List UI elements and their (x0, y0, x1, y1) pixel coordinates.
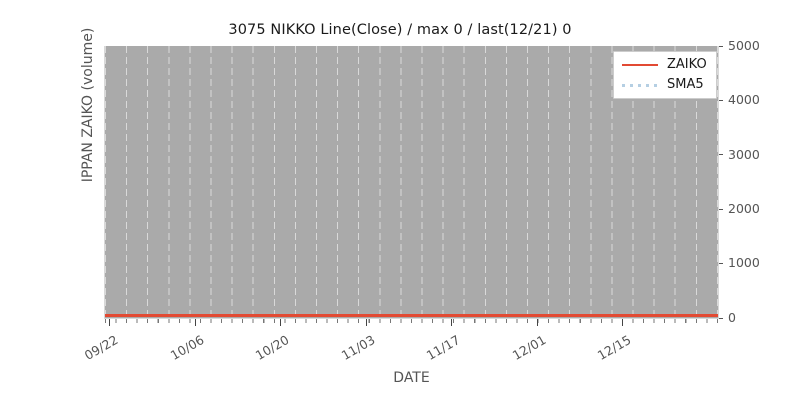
axis-spine-bottom (104, 318, 719, 319)
legend-item-sma5[interactable]: SMA5 (622, 77, 707, 92)
x-tick-label: 11/03 (338, 332, 377, 364)
y-tick-label: 2000 (728, 200, 760, 216)
y-tick-mark (719, 317, 723, 319)
axis-spine-left (104, 46, 105, 319)
x-axis-tick-labels: 09/22 10/06 10/20 11/03 11/17 12/01 12/15 (82, 326, 718, 366)
x-axis-minor-ticks (105, 319, 718, 323)
y-axis-title: IPPAN ZAIKO (volume) (80, 27, 96, 183)
x-tick-mark (109, 319, 110, 326)
x-axis-major-ticks (105, 319, 718, 326)
x-tick-mark (451, 319, 452, 326)
legend-label-zaiko: ZAIKO (667, 57, 707, 72)
x-tick-label: 09/22 (81, 332, 121, 364)
chart-title: 3075 NIKKO Line(Close) / max 0 / last(12… (228, 22, 572, 38)
y-tick-label: 5000 (728, 37, 760, 53)
chart-legend: ZAIKO SMA5 (613, 51, 717, 99)
y-tick-label: 0 (728, 309, 736, 325)
x-tick-mark (280, 319, 281, 326)
y-tick-mark (719, 45, 723, 47)
y-tick-mark (719, 99, 723, 101)
legend-item-zaiko[interactable]: ZAIKO (622, 57, 707, 72)
x-tick-label: 12/01 (509, 332, 548, 364)
axis-spine-right (718, 46, 719, 319)
y-tick-label: 3000 (728, 146, 760, 162)
legend-line-icon-zaiko (622, 59, 658, 71)
x-tick-label: 12/15 (594, 332, 634, 364)
x-tick-label: 10/06 (167, 332, 206, 364)
y-axis-ticks: 0 1000 2000 3000 4000 5000 (719, 39, 789, 323)
x-tick-mark (536, 319, 538, 326)
y-tick-mark (719, 208, 723, 210)
y-tick-label: 1000 (728, 255, 760, 271)
x-tick-mark (365, 319, 367, 326)
legend-line-icon-sma5 (622, 79, 658, 91)
y-tick-label: 4000 (728, 92, 760, 108)
y-tick-mark (719, 263, 723, 265)
y-tick-mark (719, 154, 723, 156)
x-axis-title: DATE (393, 370, 430, 386)
x-tick-label: 10/20 (252, 332, 292, 364)
x-tick-mark (194, 319, 196, 326)
x-tick-label: 11/17 (423, 332, 463, 364)
x-tick-mark (622, 319, 623, 326)
legend-label-sma5: SMA5 (667, 77, 704, 92)
